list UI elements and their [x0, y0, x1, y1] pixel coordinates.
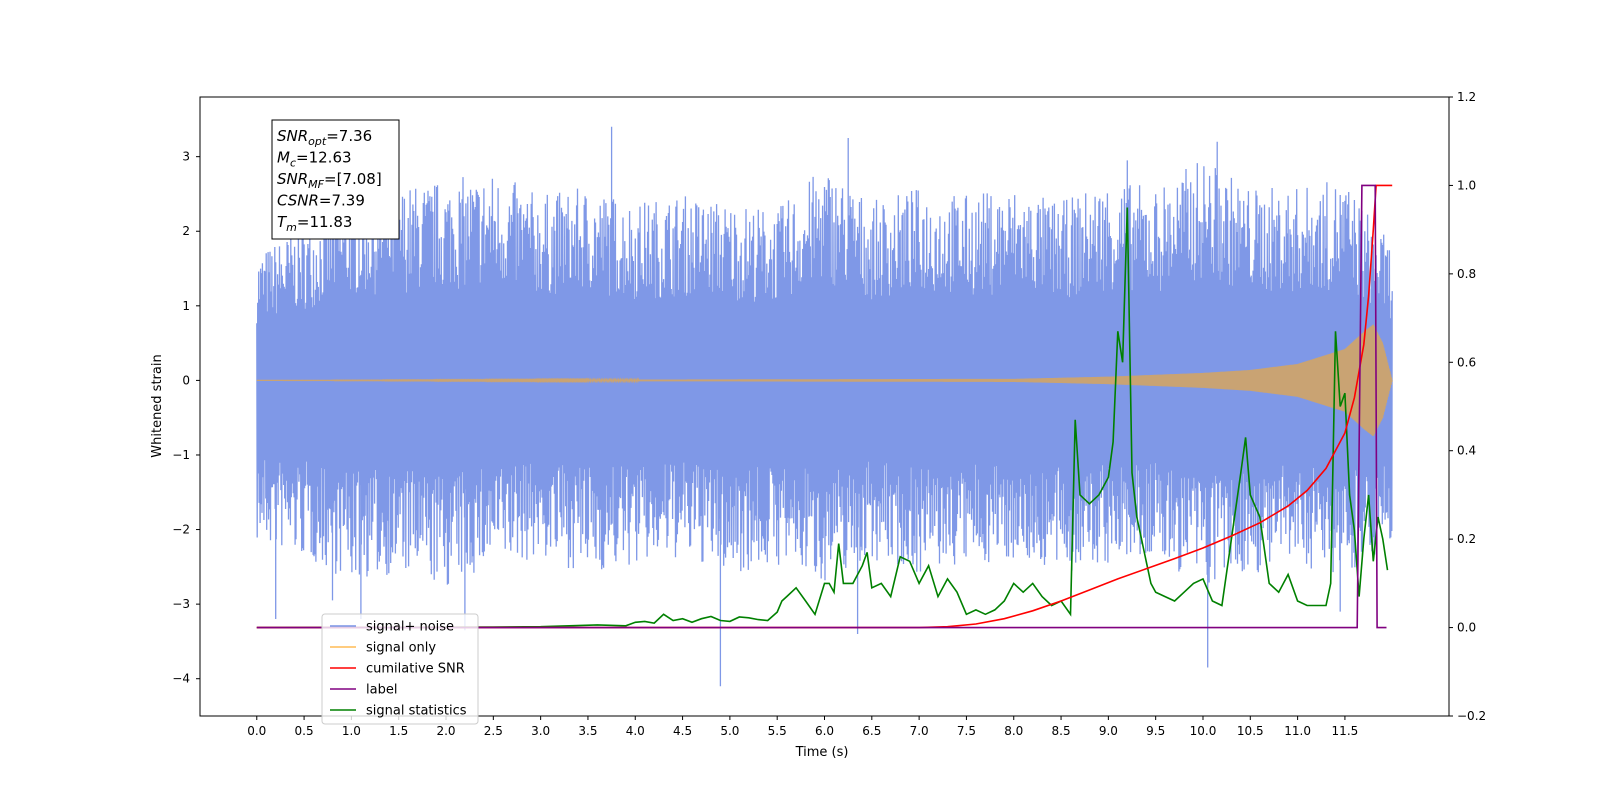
x-tick-label: 2.0	[436, 724, 455, 738]
y-axis-left: 3 2 1 0 −1 −2 −3 −4	[172, 150, 200, 686]
x-tick-label: 11.0	[1284, 724, 1311, 738]
x-tick-label: 6.5	[862, 724, 881, 738]
y-tick-label: 1	[182, 299, 190, 313]
x-tick-label: 0.0	[247, 724, 266, 738]
annotation-line: SNRMF=[7.08]	[277, 170, 382, 191]
y-tick-label: 0	[182, 373, 190, 387]
y2-tick-label: 1.0	[1457, 178, 1476, 192]
x-tick-label: 11.5	[1332, 724, 1359, 738]
y2-tick-label: 0.0	[1457, 621, 1476, 635]
y2-tick-label: −0.2	[1457, 709, 1486, 723]
legend-label: label	[366, 683, 397, 698]
x-tick-label: 2.5	[484, 724, 503, 738]
x-tick-label: 9.5	[1146, 724, 1165, 738]
y-axis-label: Whitened strain	[150, 354, 165, 457]
annotation-box: SNRopt=7.36Mc=12.63SNRMF=[7.08]CSNR=7.39…	[271, 119, 400, 240]
x-tick-label: 1.5	[389, 724, 408, 738]
y2-tick-label: 0.6	[1457, 355, 1476, 369]
annotation-line: Mc=12.63	[277, 149, 352, 170]
x-tick-label: 9.0	[1099, 724, 1118, 738]
x-tick-label: 4.5	[673, 724, 692, 738]
y2-tick-label: 0.4	[1457, 444, 1476, 458]
x-tick-label: 3.0	[531, 724, 550, 738]
y-tick-label: 3	[182, 150, 190, 164]
x-tick-label: 1.0	[342, 724, 361, 738]
series-cumulative-snr	[256, 184, 1393, 629]
y-tick-label: −3	[172, 597, 190, 611]
y2-tick-label: 0.8	[1457, 267, 1476, 281]
x-axis-label: Time (s)	[795, 745, 849, 760]
annotation-line: Tm=11.83	[277, 213, 352, 234]
x-tick-label: 0.5	[295, 724, 314, 738]
series-layer	[256, 126, 1393, 687]
x-tick-label: 8.5	[1052, 724, 1071, 738]
x-tick-label: 10.5	[1237, 724, 1264, 738]
legend-label: signal statistics	[366, 704, 467, 719]
x-tick-label: 8.0	[1004, 724, 1023, 738]
annotation-line: SNRopt=7.36	[277, 127, 372, 148]
x-tick-label: 6.0	[815, 724, 834, 738]
legend-label: cumilative SNR	[366, 662, 465, 677]
legend-label: signal+ noise	[366, 620, 454, 635]
legend: signal+ noise signal only cumilative SNR la…	[321, 613, 479, 725]
y2-tick-label: 1.2	[1457, 90, 1476, 104]
x-axis: 0.0 0.5 1.0 1.5 2.0 2.5 3.0 3.5 4.0 4.5 5.0 5.5 6.0 6…	[247, 716, 1358, 738]
x-tick-label: 7.0	[910, 724, 929, 738]
x-tick-label: 5.5	[768, 724, 787, 738]
y-tick-label: 2	[182, 224, 190, 238]
y-tick-label: −1	[172, 448, 190, 462]
x-tick-label: 3.5	[578, 724, 597, 738]
x-tick-label: 7.5	[957, 724, 976, 738]
annotation-line: CSNR=7.39	[277, 192, 365, 210]
x-tick-label: 10.0	[1190, 724, 1217, 738]
x-tick-label: 4.0	[626, 724, 645, 738]
series-signal-statistics	[256, 207, 1389, 629]
y-tick-label: −4	[172, 672, 190, 686]
y2-tick-label: 0.2	[1457, 532, 1476, 546]
series-label	[256, 184, 1387, 629]
series-signal-noise	[256, 126, 1393, 687]
legend-label: signal only	[366, 641, 436, 656]
y-axis-right: 1.2 1.0 0.8 0.6 0.4 0.2 0.0 −0.2	[1449, 90, 1486, 723]
series-signal-only	[256, 324, 1393, 437]
y-tick-label: −2	[172, 523, 190, 537]
x-tick-label: 5.0	[720, 724, 739, 738]
